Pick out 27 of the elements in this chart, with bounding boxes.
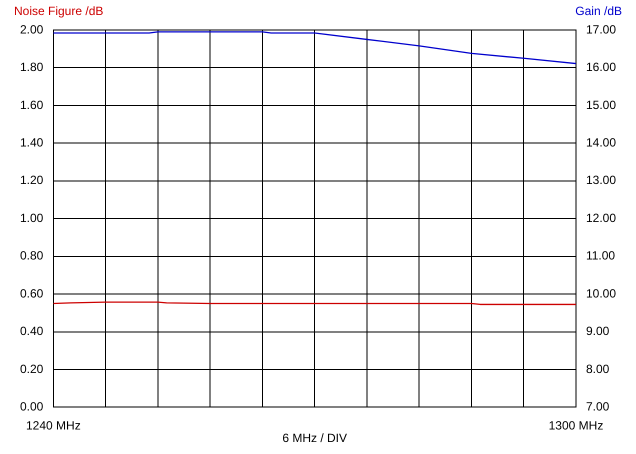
y-axis-title: Noise Figure /dB	[14, 4, 104, 18]
y2-tick-label: 11.00	[586, 248, 616, 263]
y-tick-label: 2.00	[20, 22, 44, 36]
y2-tick-label: 8.00	[586, 362, 610, 376]
y-tick-label: 0.80	[20, 248, 44, 263]
y-tick-label: 0.20	[20, 362, 44, 376]
y-tick-label: 0.00	[20, 400, 44, 414]
y2-tick-label: 9.00	[586, 324, 610, 338]
y2-tick-label: 13.00	[586, 173, 616, 188]
y2-axis-title: Gain /dB	[575, 4, 622, 18]
y2-tick-label: 16.00	[586, 60, 616, 74]
x-tick-label: 1300 MHz	[548, 418, 604, 433]
y2-tick-label: 7.00	[586, 400, 610, 414]
y-tick-label: 0.40	[20, 324, 44, 338]
y2-tick-label: 14.00	[586, 135, 616, 150]
y2-tick-label: 17.00	[586, 22, 616, 36]
y-tick-label: 1.00	[20, 210, 44, 225]
y-tick-label: 1.60	[20, 98, 44, 112]
y2-tick-label: 10.00	[586, 286, 616, 300]
y-tick-label: 1.40	[20, 135, 44, 150]
y-tick-label: 1.20	[20, 173, 44, 188]
y-tick-label: 1.80	[20, 60, 44, 74]
x-axis-title: 6 MHz / DIV	[282, 431, 348, 446]
y-tick-label: 0.60	[20, 286, 44, 300]
y2-tick-label: 15.00	[586, 98, 616, 112]
x-tick-label: 1240 MHz	[26, 418, 81, 433]
y2-tick-label: 12.00	[586, 210, 616, 225]
